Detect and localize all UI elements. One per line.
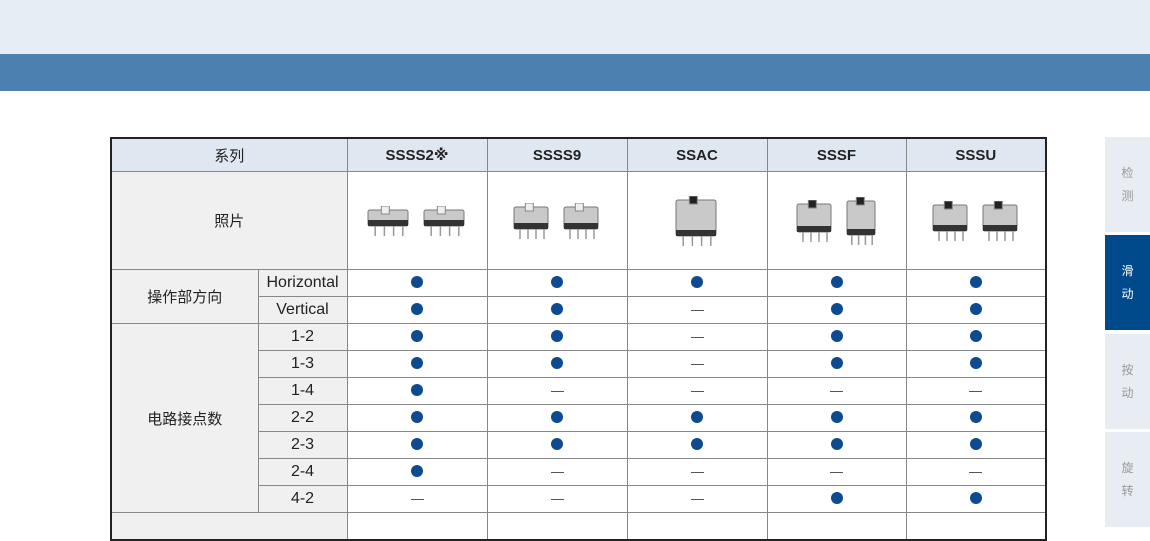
available-dot-icon [969,410,982,423]
series-SSAC: SSAC [626,137,768,172]
product-photo [488,172,627,269]
available-dot-icon [830,275,843,288]
row-label: 1-2 [257,323,348,351]
row-label: 2-3 [257,431,348,459]
available-dot-icon [411,464,423,477]
side-tab-char: 动 [1121,385,1134,400]
unavailable-dash-icon [410,499,424,501]
available-dot-icon [969,437,982,450]
side-tab-char: 按 [1121,362,1134,377]
row-label: Horizontal [257,269,348,297]
available-dot-icon [830,491,843,504]
side-tab-1[interactable]: 滑动 [1105,235,1150,330]
available-dot-icon [830,410,843,423]
unavailable-dash-icon [690,391,704,393]
side-tab-char: 滑 [1121,263,1134,278]
side-tab-char: 动 [1121,286,1134,301]
side-tab-char: 旋 [1121,460,1134,475]
side-tab-0[interactable]: 检测 [1105,137,1150,232]
available-dot-icon [969,302,982,315]
switch-photo [846,196,875,245]
product-photo [628,172,767,269]
series-header: 系列 [110,137,348,172]
unavailable-dash-icon [550,499,564,501]
available-dot-icon [969,275,982,288]
available-dot-icon [411,356,423,369]
available-dot-icon [411,275,423,288]
unavailable-dash-icon [550,472,564,474]
side-tab-char: 转 [1121,483,1134,498]
row-label: 2-2 [257,404,348,432]
unavailable-dash-icon [690,364,704,366]
product-photo [907,172,1046,269]
available-dot-icon [551,302,563,315]
side-tab-char: 检 [1121,165,1134,180]
side-tab-char: 测 [1121,188,1134,203]
available-dot-icon [411,329,423,342]
photo-label: 照片 [110,171,348,270]
top-band [0,0,1150,54]
group-label: 电路接点数 [110,323,259,513]
product-photo [768,172,906,269]
switch-photo [563,202,599,239]
available-dot-icon [969,491,982,504]
spec-table: 系列 SSSS2※ SSSS9 SSAC SSSF SSSU 照片 操作部方向 Horizont… [110,137,1047,541]
side-tab-2[interactable]: 按动 [1105,334,1150,429]
series-SSSF: SSSF [766,137,907,172]
row-label: Vertical [257,296,348,324]
available-dot-icon [691,437,703,450]
group-label: 操作部方向 [110,269,259,324]
available-dot-icon [969,356,982,369]
available-dot-icon [411,383,423,396]
unavailable-dash-icon [690,472,704,474]
switch-photo [423,205,465,236]
available-dot-icon [551,356,563,369]
available-dot-icon [691,275,703,288]
switch-photo [982,200,1018,241]
switch-photo [675,195,717,246]
unavailable-dash-icon [969,472,983,474]
unavailable-dash-icon [969,391,983,393]
available-dot-icon [830,437,843,450]
row-label: 2-4 [257,458,348,486]
row-label: 4-2 [257,485,348,513]
unavailable-dash-icon [690,499,704,501]
unavailable-dash-icon [830,472,843,474]
product-photo [348,172,487,269]
row-label: 1-4 [257,377,348,405]
title-bar [0,54,1150,91]
switch-photo [513,202,549,239]
available-dot-icon [969,329,982,342]
switch-photo [932,200,968,241]
row-label: 1-3 [257,350,348,378]
available-dot-icon [830,329,843,342]
next-row-label [110,512,348,541]
available-dot-icon [411,410,423,423]
available-dot-icon [551,437,563,450]
series-SSSS2※: SSSS2※ [346,137,488,172]
unavailable-dash-icon [690,337,704,339]
switch-photo [796,199,831,242]
series-SSSU: SSSU [905,137,1047,172]
available-dot-icon [411,437,423,450]
series-SSSS9: SSSS9 [486,137,628,172]
available-dot-icon [551,275,563,288]
side-tab-3[interactable]: 旋转 [1105,432,1150,527]
available-dot-icon [830,356,843,369]
switch-photo [367,205,409,236]
unavailable-dash-icon [830,391,843,393]
unavailable-dash-icon [690,310,704,312]
available-dot-icon [551,410,563,423]
available-dot-icon [691,410,703,423]
unavailable-dash-icon [550,391,564,393]
available-dot-icon [551,329,563,342]
available-dot-icon [411,302,423,315]
available-dot-icon [830,302,843,315]
